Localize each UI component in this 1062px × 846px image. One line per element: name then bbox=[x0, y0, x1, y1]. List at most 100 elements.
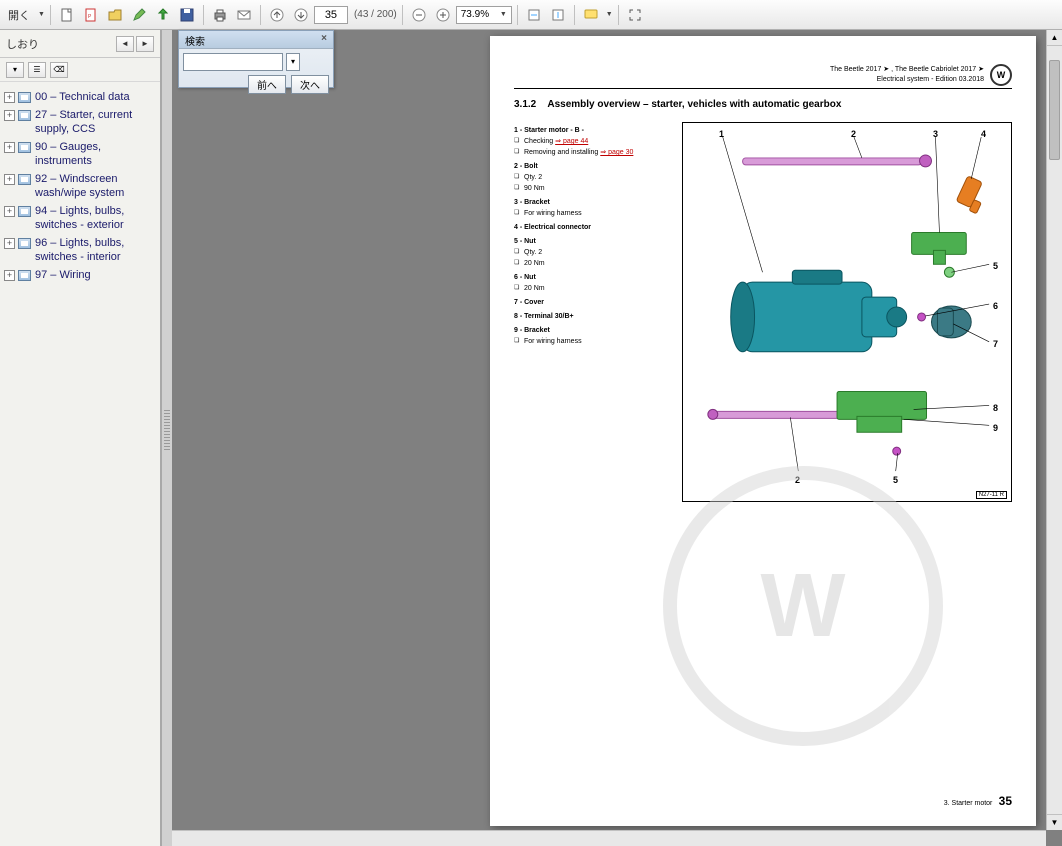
bookmark-item[interactable]: +00 – Technical data bbox=[2, 88, 158, 106]
diagram-callout: 2 bbox=[851, 129, 856, 139]
bookmark-icon bbox=[18, 142, 31, 153]
part-item-head: 1 - Starter motor - B - bbox=[514, 125, 674, 136]
sidebar-opt-1[interactable]: ▾ bbox=[6, 62, 24, 78]
diagram-callout: 9 bbox=[993, 423, 998, 433]
page-number-input[interactable] bbox=[314, 6, 348, 24]
part-item-sub: For wiring harness bbox=[514, 208, 674, 219]
part-item-sub: Qty. 2 bbox=[514, 247, 674, 258]
part-item-head: 4 - Electrical connector bbox=[514, 222, 674, 233]
splitter[interactable] bbox=[162, 30, 172, 846]
find-next-button[interactable]: 次へ bbox=[291, 75, 329, 94]
scroll-down-icon[interactable]: ▼ bbox=[1047, 814, 1062, 830]
create-pdf-icon[interactable]: P bbox=[80, 4, 102, 26]
zoom-in-icon[interactable] bbox=[432, 4, 454, 26]
edit-icon[interactable] bbox=[128, 4, 150, 26]
page-link[interactable]: ⇒ page 44 bbox=[555, 138, 588, 145]
doc-header-line2: Electrical system - Edition 03.2018 bbox=[830, 75, 984, 85]
assembly-diagram: N27-11 R 12345678925 bbox=[682, 122, 1012, 502]
open-icon[interactable] bbox=[104, 4, 126, 26]
toolbar: 開く ▼ P (43 / 200) 73.9%▼ ▼ bbox=[0, 0, 1062, 30]
next-page-icon[interactable] bbox=[290, 4, 312, 26]
save-icon[interactable] bbox=[176, 4, 198, 26]
expand-icon[interactable]: + bbox=[4, 110, 15, 121]
scroll-thumb[interactable] bbox=[1049, 60, 1060, 160]
expand-icon[interactable]: + bbox=[4, 206, 15, 217]
sidebar-back-button[interactable]: ◄ bbox=[116, 36, 134, 52]
part-item-head: 2 - Bolt bbox=[514, 161, 674, 172]
diagram-callout: 5 bbox=[993, 261, 998, 271]
section-heading: 3.1.2 Assembly overview – starter, vehic… bbox=[514, 99, 1012, 110]
bookmark-label: 96 – Lights, bulbs, switches - interior bbox=[35, 236, 158, 264]
prev-page-icon[interactable] bbox=[266, 4, 288, 26]
bookmark-label: 94 – Lights, bulbs, switches - exterior bbox=[35, 204, 158, 232]
zoom-out-icon[interactable] bbox=[408, 4, 430, 26]
diagram-callout: 7 bbox=[993, 339, 998, 349]
open-menu[interactable]: 開く bbox=[8, 7, 30, 23]
sidebar-opt-3[interactable]: ⌫ bbox=[50, 62, 68, 78]
pdf-page: The Beetle 2017 ➤ , The Beetle Cabriolet… bbox=[490, 36, 1036, 826]
expand-icon[interactable]: + bbox=[4, 238, 15, 249]
find-toolbar: 検索 × ▾ 前へ 次へ bbox=[178, 30, 334, 88]
vw-logo-icon: W bbox=[990, 64, 1012, 86]
print-icon[interactable] bbox=[209, 4, 231, 26]
fit-width-icon[interactable] bbox=[523, 4, 545, 26]
part-item-sub: For wiring harness bbox=[514, 336, 674, 347]
part-item-sub: Checking ⇒ page 44 bbox=[514, 136, 674, 147]
bookmark-item[interactable]: +97 – Wiring bbox=[2, 266, 158, 284]
bookmark-item[interactable]: +27 – Starter, current supply, CCS bbox=[2, 106, 158, 138]
diagram-callout: 5 bbox=[893, 475, 898, 485]
zoom-level-select[interactable]: 73.9%▼ bbox=[456, 6, 512, 24]
bookmark-label: 27 – Starter, current supply, CCS bbox=[35, 108, 158, 136]
part-item-head: 7 - Cover bbox=[514, 297, 674, 308]
horizontal-scrollbar[interactable] bbox=[172, 830, 1046, 846]
sidebar-fwd-button[interactable]: ► bbox=[136, 36, 154, 52]
part-item-sub: Removing and installing ⇒ page 30 bbox=[514, 147, 674, 158]
bookmark-label: 92 – Windscreen wash/wipe system bbox=[35, 172, 158, 200]
footer-section-title: 3. Starter motor bbox=[944, 800, 993, 807]
bookmark-item[interactable]: +94 – Lights, bulbs, switches - exterior bbox=[2, 202, 158, 234]
bookmarks-sidebar: しおり ◄ ► ▾ ☰ ⌫ +00 – Technical data+27 – … bbox=[0, 30, 162, 846]
part-item-sub: 90 Nm bbox=[514, 183, 674, 194]
expand-icon[interactable]: + bbox=[4, 174, 15, 185]
scroll-up-icon[interactable]: ▲ bbox=[1047, 30, 1062, 46]
bookmark-item[interactable]: +92 – Windscreen wash/wipe system bbox=[2, 170, 158, 202]
find-title: 検索 bbox=[185, 33, 205, 46]
diagram-callout: 3 bbox=[933, 129, 938, 139]
bookmark-icon bbox=[18, 174, 31, 185]
page-link[interactable]: ⇒ page 30 bbox=[600, 149, 633, 156]
find-prev-button[interactable]: 前へ bbox=[248, 75, 286, 94]
comment-dropdown-icon[interactable]: ▼ bbox=[606, 11, 613, 18]
doc-header-line1: The Beetle 2017 ➤ , The Beetle Cabriolet… bbox=[830, 65, 984, 75]
export-icon[interactable] bbox=[152, 4, 174, 26]
find-dropdown-icon[interactable]: ▾ bbox=[286, 53, 300, 71]
part-item-sub: 20 Nm bbox=[514, 283, 674, 294]
comment-icon[interactable] bbox=[580, 4, 602, 26]
open-dropdown-icon[interactable]: ▼ bbox=[38, 11, 45, 18]
diagram-callout: 6 bbox=[993, 301, 998, 311]
part-item-sub: Qty. 2 bbox=[514, 172, 674, 183]
bookmark-item[interactable]: +96 – Lights, bulbs, switches - interior bbox=[2, 234, 158, 266]
bookmark-item[interactable]: +90 – Gauges, instruments bbox=[2, 138, 158, 170]
fit-page-icon[interactable] bbox=[547, 4, 569, 26]
email-icon[interactable] bbox=[233, 4, 255, 26]
close-icon[interactable]: × bbox=[321, 33, 327, 46]
part-item-head: 9 - Bracket bbox=[514, 325, 674, 336]
expand-icon[interactable]: + bbox=[4, 270, 15, 281]
new-doc-icon[interactable] bbox=[56, 4, 78, 26]
vertical-scrollbar[interactable]: ▲ ▼ bbox=[1046, 30, 1062, 830]
expand-icon[interactable]: + bbox=[4, 92, 15, 103]
sidebar-opt-2[interactable]: ☰ bbox=[28, 62, 46, 78]
find-input[interactable] bbox=[183, 53, 283, 71]
footer-page-number: 35 bbox=[999, 794, 1012, 808]
bookmark-icon bbox=[18, 92, 31, 103]
diagram-callout: 1 bbox=[719, 129, 724, 139]
diagram-svg bbox=[683, 123, 1011, 501]
bookmark-label: 97 – Wiring bbox=[35, 268, 91, 282]
page-total-label: (43 / 200) bbox=[354, 9, 397, 20]
bookmark-label: 00 – Technical data bbox=[35, 90, 130, 104]
fullscreen-icon[interactable] bbox=[624, 4, 646, 26]
part-item-head: 3 - Bracket bbox=[514, 197, 674, 208]
expand-icon[interactable]: + bbox=[4, 142, 15, 153]
vw-watermark-icon: W bbox=[663, 466, 943, 746]
diagram-callout: 8 bbox=[993, 403, 998, 413]
